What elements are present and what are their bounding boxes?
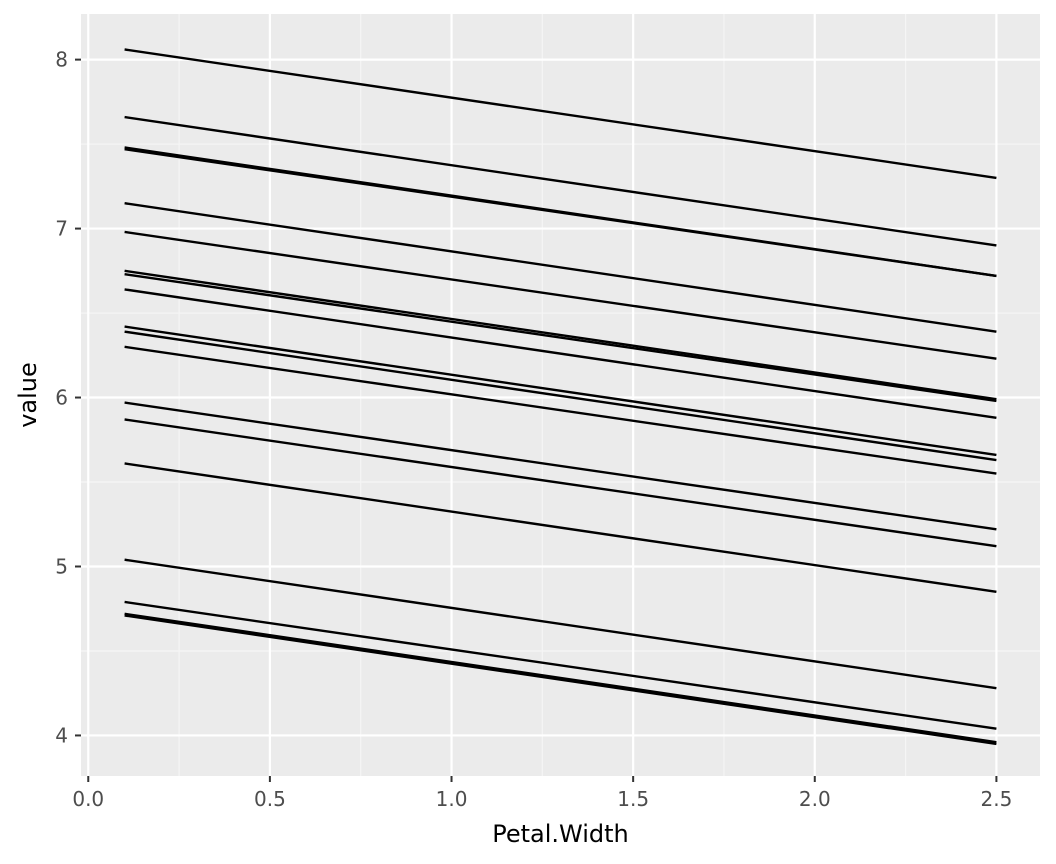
series-line-9: [124, 288, 997, 419]
series-line-5: [124, 202, 997, 333]
series-line-16: [124, 558, 997, 690]
series-line-15: [124, 462, 997, 594]
x-tick-label: 0.0: [72, 787, 104, 811]
y-axis-title: value: [14, 362, 42, 428]
series-line-13: [124, 401, 997, 531]
y-tick-label: 6: [55, 386, 68, 410]
minor-gridlines: [81, 14, 1040, 776]
series-line-2: [124, 115, 997, 247]
y-tick-label: 8: [55, 48, 68, 72]
series-line-10: [124, 325, 997, 457]
series-line-12: [124, 345, 997, 475]
series-line-6: [124, 230, 997, 360]
x-tick-label: 1.5: [617, 787, 649, 811]
series-line-18: [124, 612, 997, 744]
y-tick-label: 7: [55, 217, 68, 241]
series-line-14: [124, 418, 997, 548]
series-line-11: [124, 330, 997, 462]
x-axis: 0.0 0.5 1.0 1.5 2.0 2.5: [72, 776, 1012, 811]
x-tick-label: 2.5: [981, 787, 1013, 811]
series-line-4: [124, 147, 997, 278]
x-tick-label: 1.0: [436, 787, 468, 811]
y-tick-label: 5: [55, 554, 68, 578]
series-line-19: [124, 614, 997, 746]
x-tick-label: 0.5: [254, 787, 286, 811]
x-axis-title: Petal.Width: [492, 820, 629, 848]
series-line-8: [124, 273, 997, 403]
series-line-1: [124, 48, 997, 180]
x-tick-label: 2.0: [799, 787, 831, 811]
y-axis: 4 5 6 7 8: [55, 48, 81, 747]
series-line-17: [124, 600, 997, 730]
series-line-7: [124, 269, 997, 401]
y-tick-label: 4: [55, 723, 68, 747]
series-lines: [124, 48, 997, 746]
